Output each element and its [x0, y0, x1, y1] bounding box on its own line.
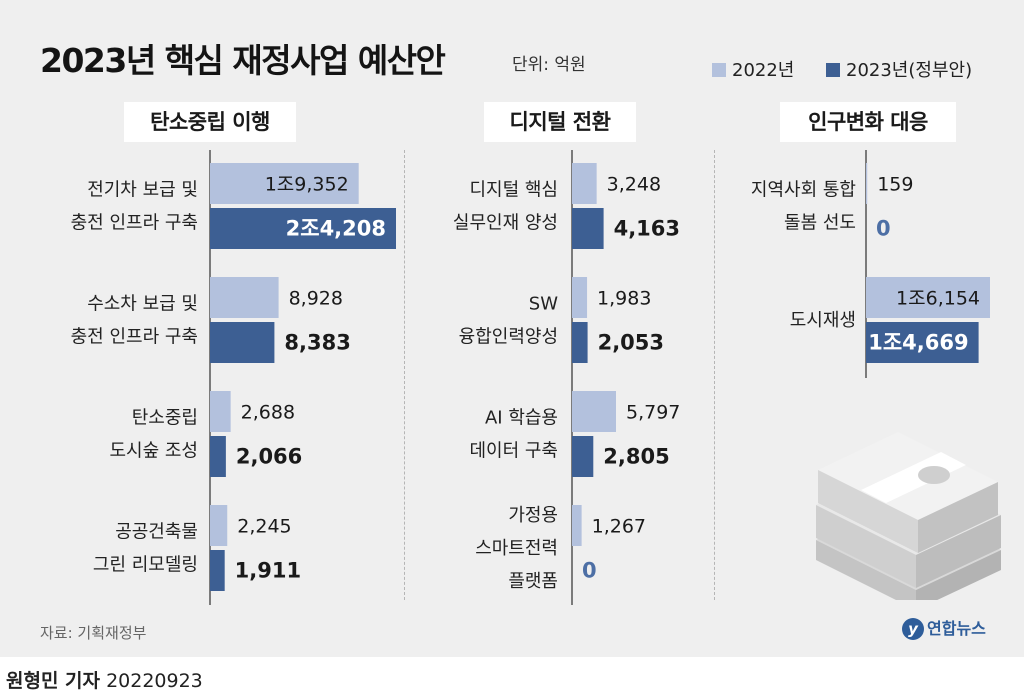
category-label: 돌봄 선도 [784, 213, 856, 234]
value-label-2023: 2조4,208 [286, 217, 386, 241]
category-label: 탄소중립 [132, 408, 198, 429]
value-label-2023: 1조4,669 [868, 331, 968, 355]
value-label-2023: 0 [582, 559, 597, 583]
bar-2023 [210, 550, 225, 591]
category-label: 스마트전력 [475, 538, 558, 559]
category-label: 공공건축물 [115, 522, 198, 543]
publish-date: 20220923 [106, 670, 203, 692]
unit-label: 단위: 억원 [512, 55, 586, 75]
value-label-2023: 1,911 [235, 559, 301, 583]
value-label-2022: 8,928 [289, 288, 343, 310]
category-label: 그린 리모델링 [93, 555, 198, 576]
source-note: 자료: 기획재정부 [40, 624, 147, 642]
category-label: AI 학습용 [485, 408, 558, 429]
value-label-2022: 159 [877, 174, 913, 196]
category-label: 충전 인프라 구축 [71, 213, 198, 234]
value-label-2022: 3,248 [607, 174, 661, 196]
yonhap-logo-icon: y [902, 618, 924, 640]
section-divider [714, 150, 715, 600]
section-title-population: 인구변화 대응 [780, 102, 956, 142]
reporter-name: 원형민 기자 [6, 670, 101, 692]
legend-swatch-2023 [826, 63, 840, 77]
legend-swatch-2022 [712, 63, 726, 77]
bar-2023 [866, 322, 979, 363]
value-label-2023: 4,163 [614, 217, 680, 241]
bar-2023 [572, 208, 604, 249]
section-title-digital: 디지털 전환 [484, 102, 636, 142]
category-label: 데이터 구축 [469, 441, 558, 462]
chart-title: 2023년 핵심 재정사업 예산안 [40, 41, 446, 80]
category-label: 전기차 보급 및 [87, 180, 198, 201]
section-title-carbon: 탄소중립 이행 [124, 102, 296, 142]
value-label-2022: 1조9,352 [265, 174, 349, 196]
value-label-2022: 1,267 [592, 516, 646, 538]
category-label: 실무인재 양성 [453, 213, 558, 234]
value-label-2023: 2,805 [603, 445, 669, 469]
bar-2023 [210, 322, 275, 363]
bar-2022 [210, 391, 231, 432]
legend-item-2023: 2023년(정부안) [826, 56, 972, 82]
bar-2023 [572, 322, 588, 363]
bar-2022 [866, 163, 868, 204]
category-label: 도시숲 조성 [109, 441, 198, 462]
yonhap-logo: y 연합뉴스 [902, 615, 986, 640]
category-label: 도시재생 [790, 310, 856, 331]
bar-2023 [572, 436, 594, 477]
category-label: SW [529, 294, 558, 315]
legend-item-2022: 2022년 [712, 56, 794, 82]
legend-label-2022: 2022년 [732, 60, 795, 81]
value-label-2023: 8,383 [284, 331, 350, 355]
category-label: 융합인력양성 [459, 327, 558, 348]
bar-2022 [210, 505, 228, 546]
value-label-2023: 2,066 [236, 445, 302, 469]
bar-2022 [210, 163, 359, 204]
bar-2022 [866, 277, 990, 318]
bar-2022 [572, 163, 597, 204]
category-label: 플랫폼 [508, 571, 558, 592]
value-label-2023: 2,053 [598, 331, 664, 355]
category-label: 가정용 [508, 505, 558, 526]
bar-2023 [210, 208, 396, 249]
bar-2022 [572, 505, 582, 546]
bar-2022 [572, 391, 616, 432]
logo-text: 연합뉴스 [927, 619, 986, 638]
value-label-2022: 1조6,154 [896, 288, 980, 310]
category-label: 충전 인프라 구축 [71, 327, 198, 348]
money-stack-illustration [816, 432, 1001, 600]
bar-2022 [210, 277, 279, 318]
category-label: 수소차 보급 및 [87, 294, 198, 315]
value-label-2022: 1,983 [597, 288, 651, 310]
bar-2022 [572, 277, 588, 318]
category-label: 디지털 핵심 [469, 180, 558, 201]
value-label-2022: 2,688 [241, 402, 295, 424]
category-label: 지역사회 통합 [751, 180, 856, 201]
legend-label-2023: 2023년(정부안) [846, 60, 973, 81]
bar-2023 [210, 436, 226, 477]
section-divider [404, 150, 405, 600]
byline: 원형민 기자 20220923 [6, 666, 203, 693]
value-label-2022: 2,245 [237, 516, 291, 538]
value-label-2022: 5,797 [626, 402, 680, 424]
value-label-2023: 0 [876, 217, 891, 241]
